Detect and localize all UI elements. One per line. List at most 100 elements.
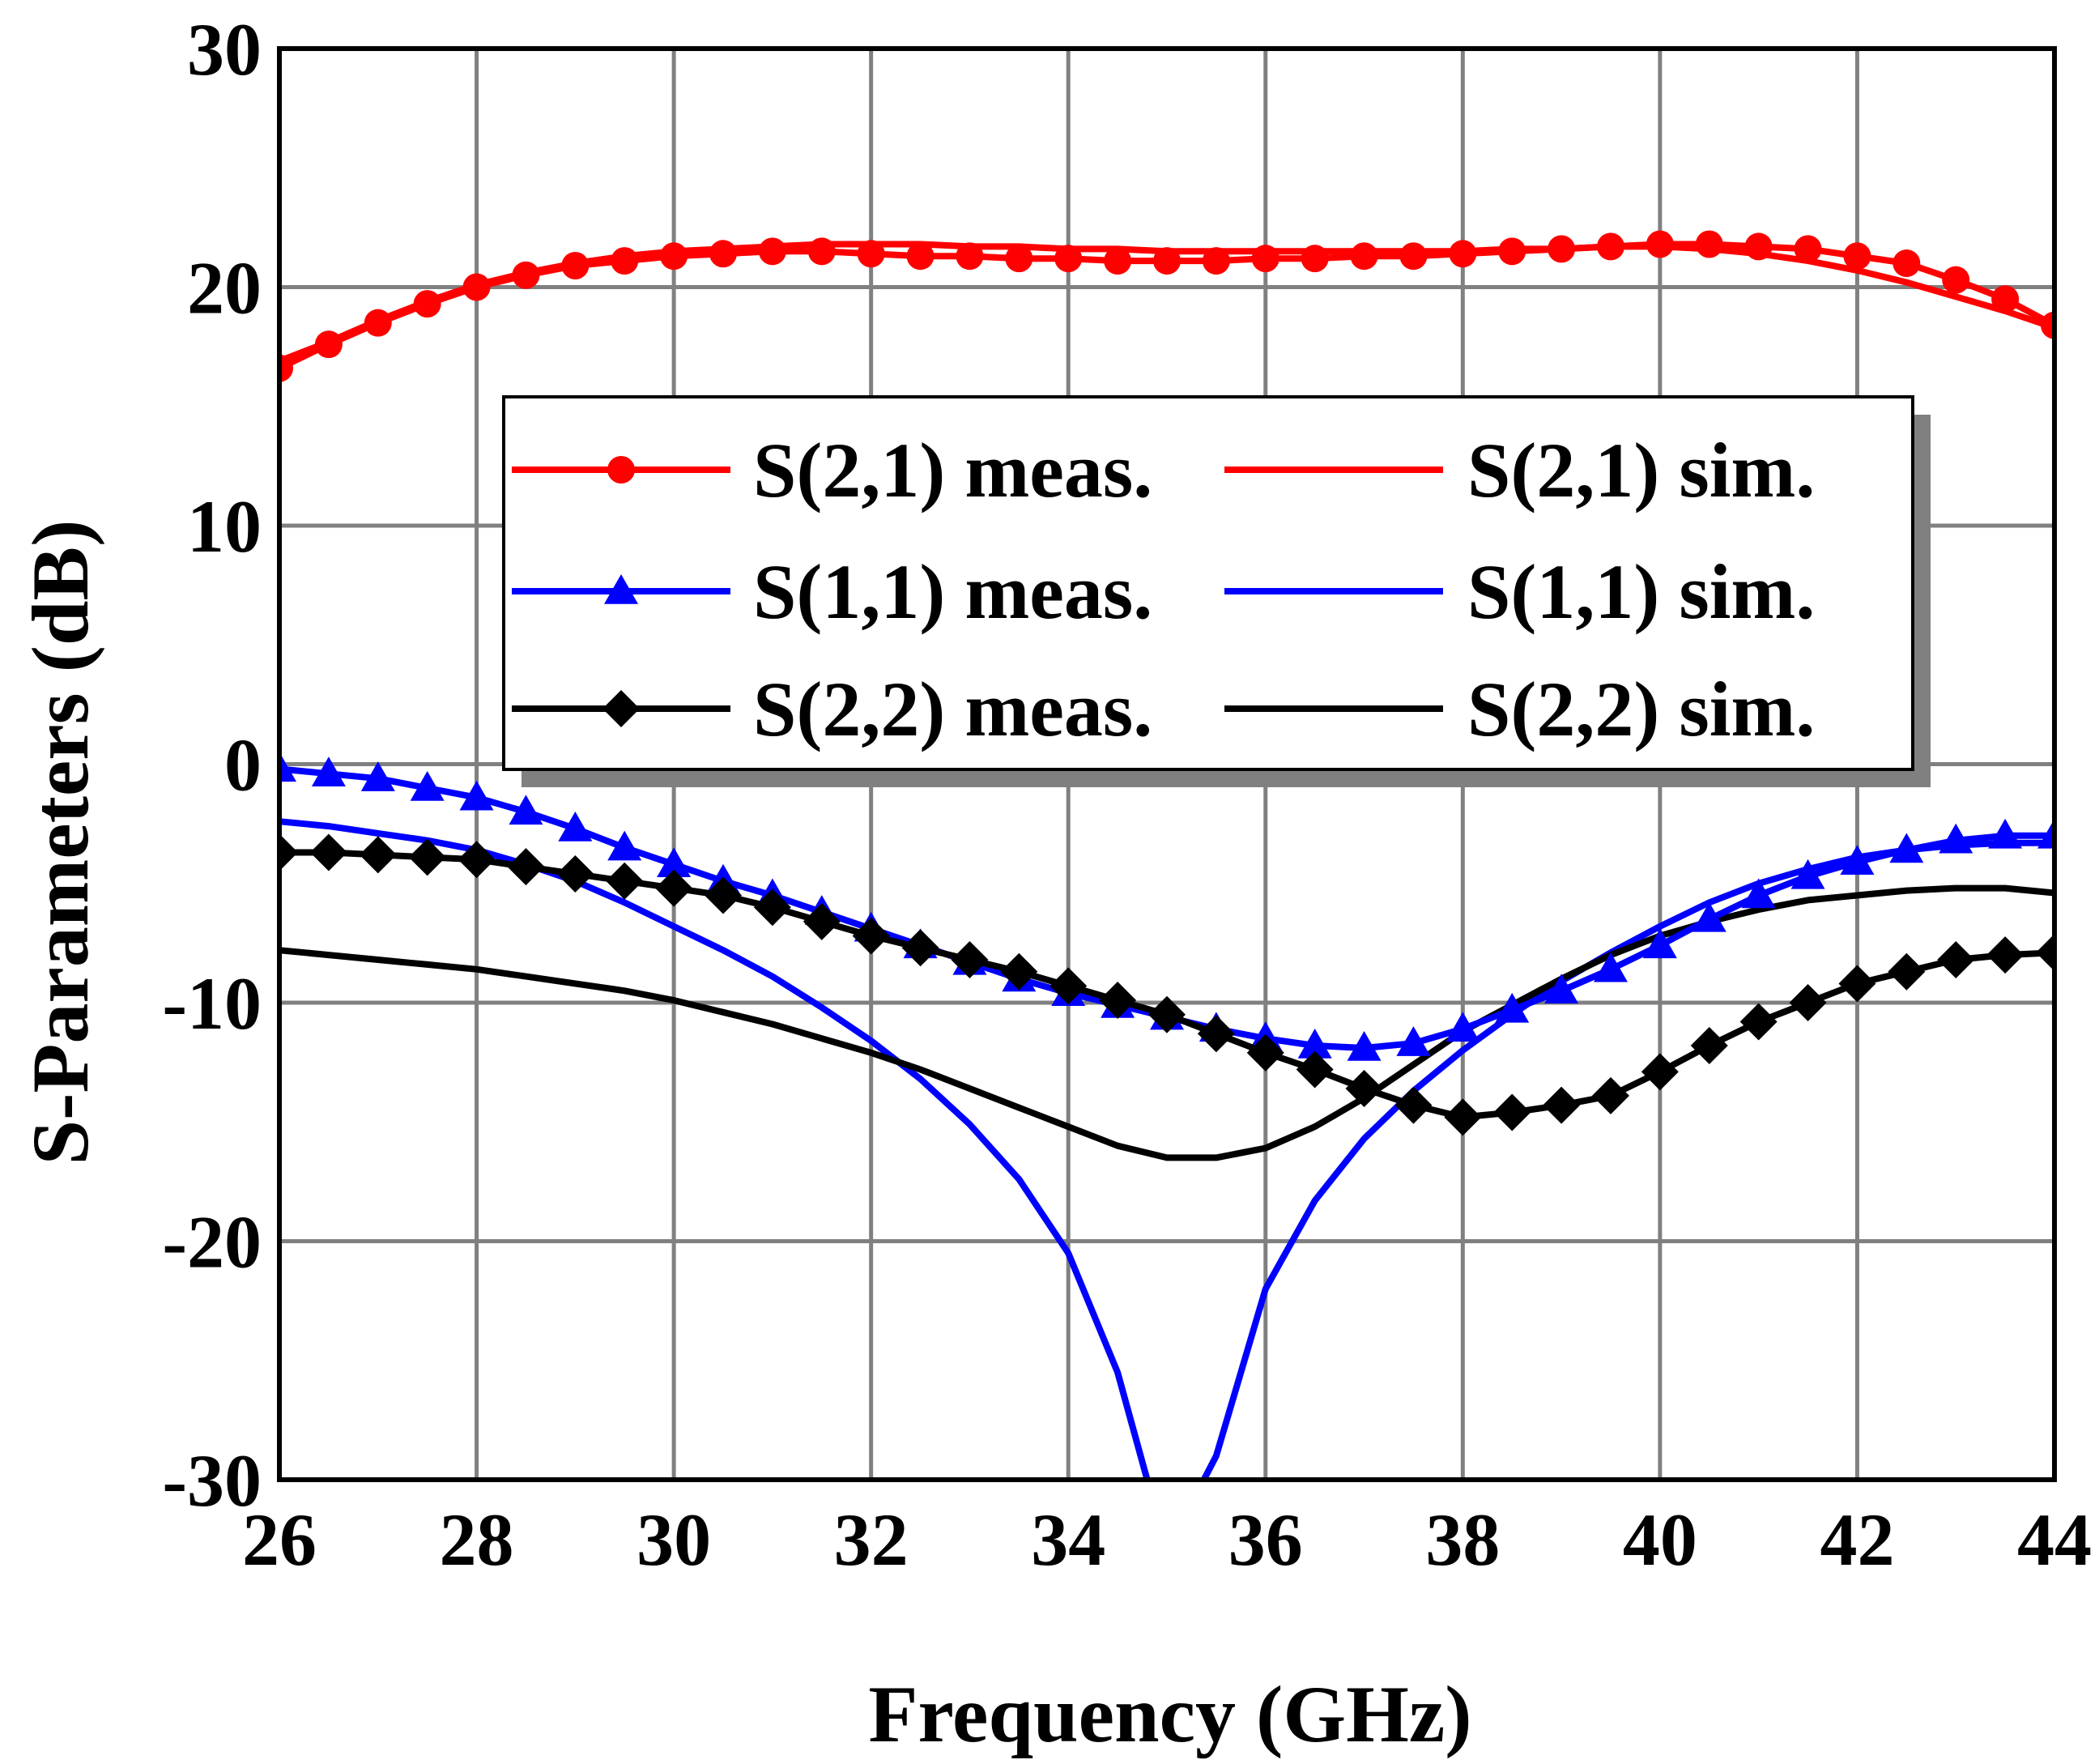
x-tick-label: 30 (637, 1498, 711, 1581)
series-s-1-1-sim-line (279, 818, 2054, 1480)
series-s-2-1-meas-point (1548, 235, 1576, 263)
legend-item-s-1-1-sim-label: S(1,1) sim. (1467, 548, 1815, 635)
x-tick-label: 38 (1425, 1498, 1500, 1581)
series-s-1-1-meas-point (1445, 1012, 1480, 1042)
series-s-2-2-meas-point (852, 917, 890, 955)
legend-item-s-1-1-meas-point (604, 574, 638, 604)
series-s-2-1-meas-point (1449, 240, 1477, 268)
series-s-2-2-meas-point (1690, 1027, 1728, 1065)
series-s-2-1-meas-point (1893, 249, 1921, 278)
series-s-1-1-meas-point (1790, 859, 1825, 889)
series-s-1-1-meas-point (1741, 878, 1776, 909)
series-s-2-1-meas-point (2041, 311, 2054, 339)
series-s-2-1-meas-point (1153, 247, 1181, 275)
series-s-2-2-meas-point (556, 854, 594, 893)
x-tick-label: 26 (242, 1498, 317, 1581)
series-s-2-1-meas-point (906, 242, 935, 271)
series-s-2-2-meas-point (1099, 982, 1137, 1020)
series-s-2-2-meas-point (1592, 1076, 1629, 1114)
series-s-2-2-meas-point (753, 888, 791, 927)
series-s-2-1-meas-point (1942, 266, 1970, 294)
series-s-1-1-meas-point (1889, 833, 1924, 863)
series-s-2-2-meas-point (1543, 1086, 1581, 1124)
series-s-1-1-meas-point (1544, 974, 1579, 1004)
series-s-2-1-meas-point (1251, 245, 1279, 273)
series-s-2-1-meas-point (660, 242, 688, 271)
series-s-2-2-meas-point (1888, 952, 1926, 991)
series-s-2-2-meas-point (1197, 1015, 1235, 1053)
series-s-2-2-meas-point (359, 836, 397, 874)
legend-item-s-2-2-sim: S(2,2) sim. (1224, 666, 1815, 752)
series-s-2-1-meas-point (512, 261, 540, 289)
series-s-1-1-meas-point (509, 795, 543, 825)
series-s-2-1-meas-point (462, 273, 491, 301)
series-s-2-2-sim (279, 884, 2054, 1161)
x-tick-label: 36 (1228, 1498, 1303, 1581)
series-s-2-2-sim-line (279, 884, 2054, 1161)
series-s-1-1-sim (279, 818, 2054, 1480)
series-s-2-1-meas-point (1646, 230, 1674, 258)
series-s-2-2-meas-point (279, 833, 298, 871)
legend-item-s-2-2-meas-label: S(2,2) meas. (753, 666, 1152, 752)
series-s-2-2-meas-point (1050, 967, 1088, 1005)
series-s-2-2-meas-point (655, 869, 693, 907)
series-s-2-1-meas-point (709, 240, 737, 268)
series-s-1-1-meas-point (607, 830, 642, 861)
y-axis-title: S-Parameters (dB) (15, 520, 105, 1165)
series-s-2-2-meas-point (1838, 965, 1876, 1003)
series-s-1-1-meas-point (459, 780, 494, 811)
series-s-2-1-meas-point (1005, 245, 1033, 273)
series-s-2-1-meas-point (314, 330, 343, 359)
legend-item-s-2-2-meas-point (602, 690, 640, 727)
series-s-1-1-meas-point (279, 752, 296, 782)
series-s-2-1-meas-point (857, 240, 885, 268)
series-s-2-1-meas-point (561, 251, 590, 279)
legend-item-s-2-2-sim-label: S(2,2) sim. (1467, 666, 1815, 752)
series-layer (279, 230, 2054, 1480)
series-s-2-1-meas-point (1054, 245, 1083, 273)
series-s-2-2-meas-point (1641, 1053, 1679, 1091)
legend-item-s-2-1-sim: S(2,1) sim. (1224, 427, 1815, 513)
series-s-1-1-meas-point (558, 812, 593, 842)
series-s-1-1-meas-point (2037, 818, 2054, 849)
series-s-2-1-meas-point (1498, 237, 1526, 266)
series-s-2-2-meas-point (1493, 1093, 1531, 1131)
series-s-2-1-meas-point (956, 242, 984, 271)
series-s-1-1-meas-point (360, 761, 395, 791)
series-s-2-1-meas-point (1794, 235, 1822, 263)
series-s-1-1-meas-point (1692, 901, 1726, 932)
x-tick-label: 40 (1623, 1498, 1697, 1581)
legend-box (502, 395, 1914, 771)
series-s-1-1-meas-point (657, 847, 692, 877)
series-s-2-2-meas-point (507, 848, 545, 886)
legend-item-s-2-1-meas-label: S(2,1) meas. (753, 427, 1152, 513)
series-s-2-1-meas (279, 230, 2054, 382)
series-s-1-1-meas-point (1939, 823, 1973, 854)
series-s-1-1-meas-point (1396, 1026, 1431, 1056)
series-s-2-2-meas-point (1148, 995, 1186, 1033)
series-s-2-1-meas-point (364, 309, 392, 337)
series-s-1-1-meas-point (1347, 1030, 1382, 1061)
series-s-1-1-meas-point (1642, 928, 1677, 959)
series-s-2-2-meas-point (2036, 934, 2054, 972)
series-s-2-1-meas-point (758, 237, 786, 266)
series-s-2-1-meas-point (1350, 242, 1378, 271)
series-s-2-1-meas-point (611, 247, 639, 275)
series-s-2-1-meas-point (413, 290, 441, 318)
y-tick-label: 10 (187, 485, 262, 568)
series-s-2-2-meas-point (1739, 1003, 1778, 1041)
legend: S(2,1) meas. S(2,1) sim. S(1,1) meas. S(1,1… (502, 395, 1931, 787)
series-s-2-2-meas-point (1296, 1050, 1334, 1089)
x-axis-title: Frequency (GHz) (868, 1669, 1471, 1759)
series-s-2-1-meas-point (1991, 285, 2020, 313)
x-tick-label: 32 (834, 1498, 909, 1581)
series-s-2-2-meas-point (1246, 1033, 1284, 1072)
y-tick-label: 30 (187, 8, 262, 91)
series-s-2-1-meas-point (1695, 230, 1723, 258)
y-tick-label: -30 (162, 1439, 262, 1522)
y-tick-label: -10 (162, 962, 262, 1045)
series-s-2-2-meas-point (951, 940, 989, 978)
series-s-2-1-meas-point (1597, 232, 1624, 261)
series-s-1-1-meas-point (1495, 992, 1530, 1023)
series-s-2-1-meas-point (1744, 232, 1773, 261)
